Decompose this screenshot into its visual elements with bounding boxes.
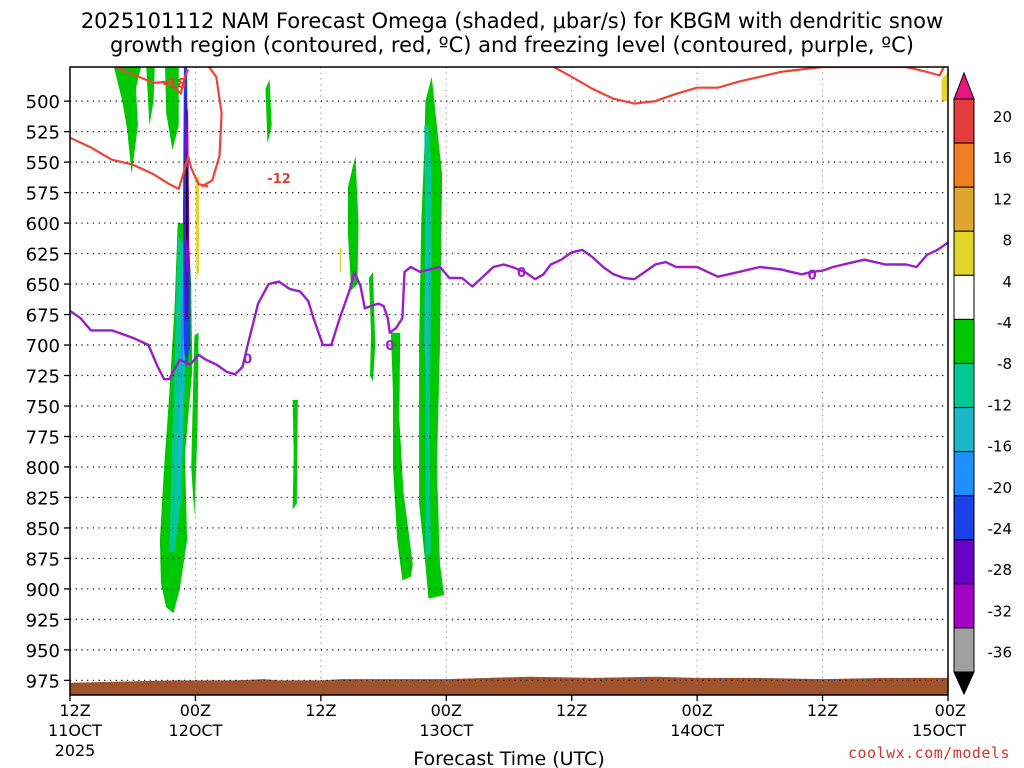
y-tick-label: 825 bbox=[26, 488, 60, 509]
isotherm-minus12-line bbox=[70, 136, 209, 190]
isotherm-minus18-line bbox=[115, 67, 190, 95]
plot-frame bbox=[69, 66, 949, 696]
x-axis-label: Forecast Time (UTC) bbox=[413, 748, 604, 768]
colorbar-swatch bbox=[953, 318, 975, 364]
colorbar-label: 8 bbox=[1002, 232, 1012, 250]
y-tick-label: 550 bbox=[26, 153, 60, 174]
y-tick-label: 750 bbox=[26, 397, 60, 418]
y-tick-label: 900 bbox=[26, 580, 60, 601]
y-tick-label: 625 bbox=[26, 245, 60, 266]
x-tick-label: 13OCT bbox=[419, 721, 473, 740]
omega-region-22 bbox=[186, 149, 188, 248]
colorbar-swatch bbox=[953, 407, 975, 453]
colorbar-swatch bbox=[953, 98, 975, 144]
y-tick-label: 950 bbox=[26, 641, 60, 662]
colorbar-label: 20 bbox=[993, 108, 1012, 126]
colorbar-label: 12 bbox=[993, 190, 1012, 208]
colorbar-swatch bbox=[953, 451, 975, 497]
contour-label: 0 bbox=[517, 266, 526, 281]
colorbar-swatch bbox=[953, 362, 975, 409]
x-tick-label: 00Z bbox=[935, 701, 966, 720]
y-tick-label: 500 bbox=[26, 92, 60, 113]
omega-region-2 bbox=[146, 67, 155, 126]
colorbar-swatch bbox=[953, 230, 975, 276]
x-tick-label: 00Z bbox=[431, 701, 462, 720]
y-tick-label: 700 bbox=[26, 336, 60, 357]
x-tick-label: 12Z bbox=[305, 701, 336, 720]
colorbar-label: 4 bbox=[1002, 273, 1012, 291]
omega-region-23 bbox=[195, 174, 200, 278]
x-tick-label: 00Z bbox=[681, 701, 712, 720]
omega-region-1 bbox=[125, 67, 138, 175]
contour-label: -18 bbox=[163, 77, 187, 92]
colorbar-label: -32 bbox=[988, 602, 1013, 620]
y-tick-label: 600 bbox=[26, 214, 60, 235]
y-tick-label: 775 bbox=[26, 427, 60, 448]
contour-label: -12 bbox=[267, 172, 291, 187]
colorbar-label: -12 bbox=[988, 396, 1013, 414]
colorbar-label: -8 bbox=[997, 355, 1012, 373]
isotherm-minus12-line bbox=[201, 67, 223, 188]
colorbar-label: -28 bbox=[988, 561, 1013, 579]
x-tick-label: 15OCT bbox=[912, 721, 966, 740]
y-tick-label: 925 bbox=[26, 610, 60, 631]
x-tick-label: 14OCT bbox=[670, 721, 724, 740]
omega-region-12 bbox=[419, 76, 445, 599]
colorbar-top-triangle bbox=[953, 71, 975, 100]
colorbar-label: -4 bbox=[997, 314, 1012, 332]
contour-label: 0 bbox=[385, 339, 394, 354]
omega-region-11 bbox=[390, 332, 413, 581]
chart-title-line-2: growth region (contoured, red, ºC) and f… bbox=[110, 33, 914, 57]
x-tick-label: 2025 bbox=[55, 741, 96, 760]
omega-region-7 bbox=[191, 332, 199, 516]
y-tick-label: 575 bbox=[26, 184, 60, 205]
colorbar-label: 16 bbox=[993, 149, 1012, 167]
x-tick-label: 12Z bbox=[556, 701, 587, 720]
colorbar-swatch bbox=[953, 539, 975, 585]
omega-region-9 bbox=[348, 156, 359, 291]
x-tick-label: 12Z bbox=[59, 701, 90, 720]
omega-region-24 bbox=[339, 247, 342, 272]
colorbar-bottom-triangle bbox=[953, 671, 975, 696]
freezing-level-line bbox=[70, 241, 948, 381]
isotherm-minus12-line bbox=[553, 67, 945, 105]
y-tick-label: 850 bbox=[26, 519, 60, 540]
omega-region-10 bbox=[368, 271, 376, 382]
y-tick-label: 650 bbox=[26, 275, 60, 296]
omega-region-17 bbox=[424, 198, 429, 394]
colorbar-swatch bbox=[953, 583, 975, 629]
colorbar-swatch bbox=[953, 142, 975, 188]
colorbar-swatch bbox=[953, 495, 975, 541]
contour-label: 0 bbox=[808, 268, 817, 283]
credit-text: coolwx.com/models bbox=[847, 744, 1010, 762]
colorbar-label: -16 bbox=[988, 438, 1013, 456]
y-tick-label: 675 bbox=[26, 306, 60, 327]
y-tick-label: 800 bbox=[26, 458, 60, 479]
colorbar-label: -24 bbox=[988, 520, 1013, 538]
omega-region-18 bbox=[180, 271, 184, 394]
omega-region-8 bbox=[292, 399, 298, 510]
colorbar-swatch bbox=[953, 186, 975, 232]
x-tick-label: 00Z bbox=[180, 701, 211, 720]
x-tick-label: 12Z bbox=[807, 701, 838, 720]
terrain-area bbox=[70, 676, 948, 695]
x-tick-label: 12OCT bbox=[168, 721, 222, 740]
omega-region-4 bbox=[265, 79, 272, 144]
colorbar-swatch bbox=[953, 274, 975, 320]
y-tick-label: 875 bbox=[26, 549, 60, 570]
chart-title-line-1: 2025101112 NAM Forecast Omega (shaded, μ… bbox=[80, 9, 944, 33]
y-tick-label: 525 bbox=[26, 123, 60, 144]
y-tick-label: 725 bbox=[26, 367, 60, 388]
colorbar-label: -36 bbox=[988, 644, 1013, 662]
colorbar-swatch bbox=[953, 627, 975, 673]
x-tick-label: 11OCT bbox=[48, 721, 102, 740]
contour-label: 0 bbox=[243, 352, 252, 367]
omega-region-25 bbox=[941, 71, 948, 102]
y-tick-label: 975 bbox=[26, 671, 60, 692]
colorbar-label: -20 bbox=[988, 479, 1013, 497]
